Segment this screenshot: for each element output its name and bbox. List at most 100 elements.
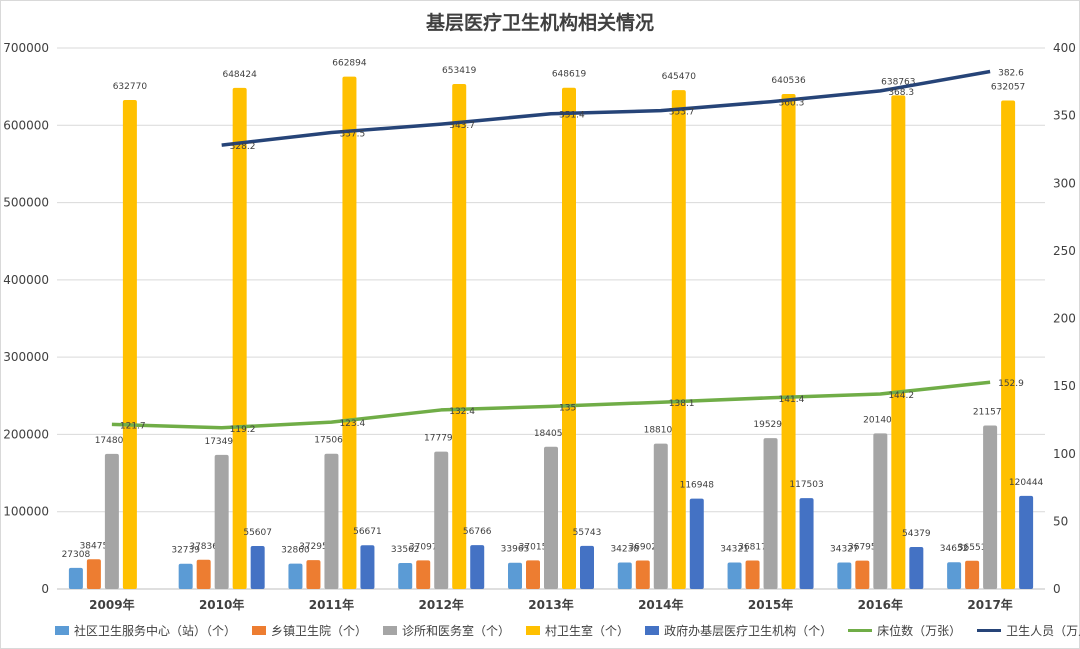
bar [544,446,558,589]
bar-data-label: 37097 [409,542,438,552]
bar-data-label: 56766 [463,527,492,537]
bar-data-label: 174809 [95,436,130,446]
bar [909,546,924,589]
y-right-tick-label: 350 [1053,109,1076,123]
bar [288,563,303,589]
bar [1001,100,1016,590]
line-data-label: 152.9 [998,379,1024,389]
line-data-label: 135 [559,403,576,413]
line-data-label: 337.5 [339,130,365,140]
bar-data-label: 55607 [243,528,272,538]
bar-data-label: 201408 [863,415,898,425]
bar-data-label: 36795 [848,543,877,553]
series-line [111,380,991,430]
bar [727,562,742,589]
bar-data-label: 37295 [299,542,328,552]
chart-title: 基层医疗卫生机构相关情况 [425,12,654,34]
x-tick-label: 2010年 [199,597,244,612]
x-tick-label: 2009年 [89,597,134,612]
line-data-label: 353.7 [669,108,695,118]
y-left-tick-label: 100000 [3,505,49,519]
bar-data-label: 32860 [281,546,310,556]
bar-data-label: 33965 [501,545,530,555]
bar [837,562,852,589]
bar [983,425,998,589]
bar-data-label: 56671 [353,527,382,537]
y-left-tick-label: 200000 [3,427,49,441]
bar [891,95,906,589]
legend-swatch [848,628,873,632]
x-tick-label: 2013年 [528,597,573,612]
line-data-label: 141.4 [779,395,805,405]
legend-label: 诊所和医务室（个） [402,623,511,638]
bar [214,454,229,589]
legend-label: 政府办基层医疗卫生机构（个） [664,623,833,638]
bar [104,453,119,589]
bar [855,560,870,589]
legend-item: 社区卫生服务中心（站）（个） [55,622,236,639]
bar [68,567,83,589]
bar-data-label: 184050 [534,429,569,439]
bar [580,545,594,589]
line-data-label: 382.6 [998,69,1024,79]
bar-data-label: 33562 [391,545,420,555]
bar-data-label: 175069 [314,436,349,446]
bar-data-label: 116948 [680,481,715,491]
bar-data-label: 34238 [610,545,639,555]
y-right-tick-label: 250 [1053,244,1076,258]
bar-data-label: 117503 [789,480,823,490]
bar [873,433,888,589]
line-data-label: 328.2 [230,142,256,152]
bar [324,453,339,589]
bar [452,84,467,589]
legend-item: 政府办基层医疗卫生机构（个） [645,622,832,639]
y-right-tick-label: 0 [1053,582,1061,596]
chart-legend: 社区卫生服务中心（站）（个） 乡镇卫生院（个） 诊所和医务室（个） 村卫生室（个） 政府… [55,620,1080,640]
legend-swatch [252,625,267,635]
bar [178,563,193,589]
bar [562,87,576,589]
bar-data-label: 54379 [902,529,931,539]
bar-data-label: 662894 [332,59,367,69]
y-right-tick-label: 200 [1053,312,1076,326]
y-left-tick-label: 700000 [3,41,49,55]
line-data-label: 132.4 [449,407,475,417]
bar [635,560,650,589]
line-data-label: 343.7 [449,121,475,131]
line-data-label: 144.2 [888,391,914,401]
bar [763,438,778,589]
bar [86,559,101,589]
y-right-tick-label: 100 [1053,447,1076,461]
bar-data-label: 653419 [442,66,477,76]
bar [689,498,704,589]
legend-swatch [645,625,660,635]
bar [1019,495,1034,589]
line-data-label: 351.4 [559,111,585,121]
bar-data-label: 632057 [991,83,1025,93]
bar-data-label: 34327 [830,544,859,554]
bar-data-label: 211572 [973,407,1007,417]
y-left-tick-label: 0 [41,582,49,596]
bar-data-label: 55743 [573,528,602,538]
y-right-tick-label: 50 [1053,514,1068,528]
bar [196,559,211,589]
bar [617,562,632,589]
y-left-tick-label: 500000 [3,196,49,210]
x-tick-label: 2012年 [419,597,464,612]
bar [653,443,668,589]
bar-data-label: 177798 [424,434,459,444]
legend-item: 卫生人员（万人） [977,622,1080,639]
bar-data-label: 38475 [80,541,109,551]
legend-item: 诊所和医务室（个） [383,622,510,639]
bar [781,93,796,589]
bar [799,498,814,589]
y-left-tick-label: 400000 [3,273,49,287]
y-right-tick-label: 150 [1053,379,1076,393]
legend-item: 床位数（万张） [848,622,961,639]
bar [342,76,357,590]
bar-data-label: 173490 [204,437,239,447]
x-tick-label: 2014年 [638,597,683,612]
bar [416,560,431,589]
bar [360,545,375,589]
